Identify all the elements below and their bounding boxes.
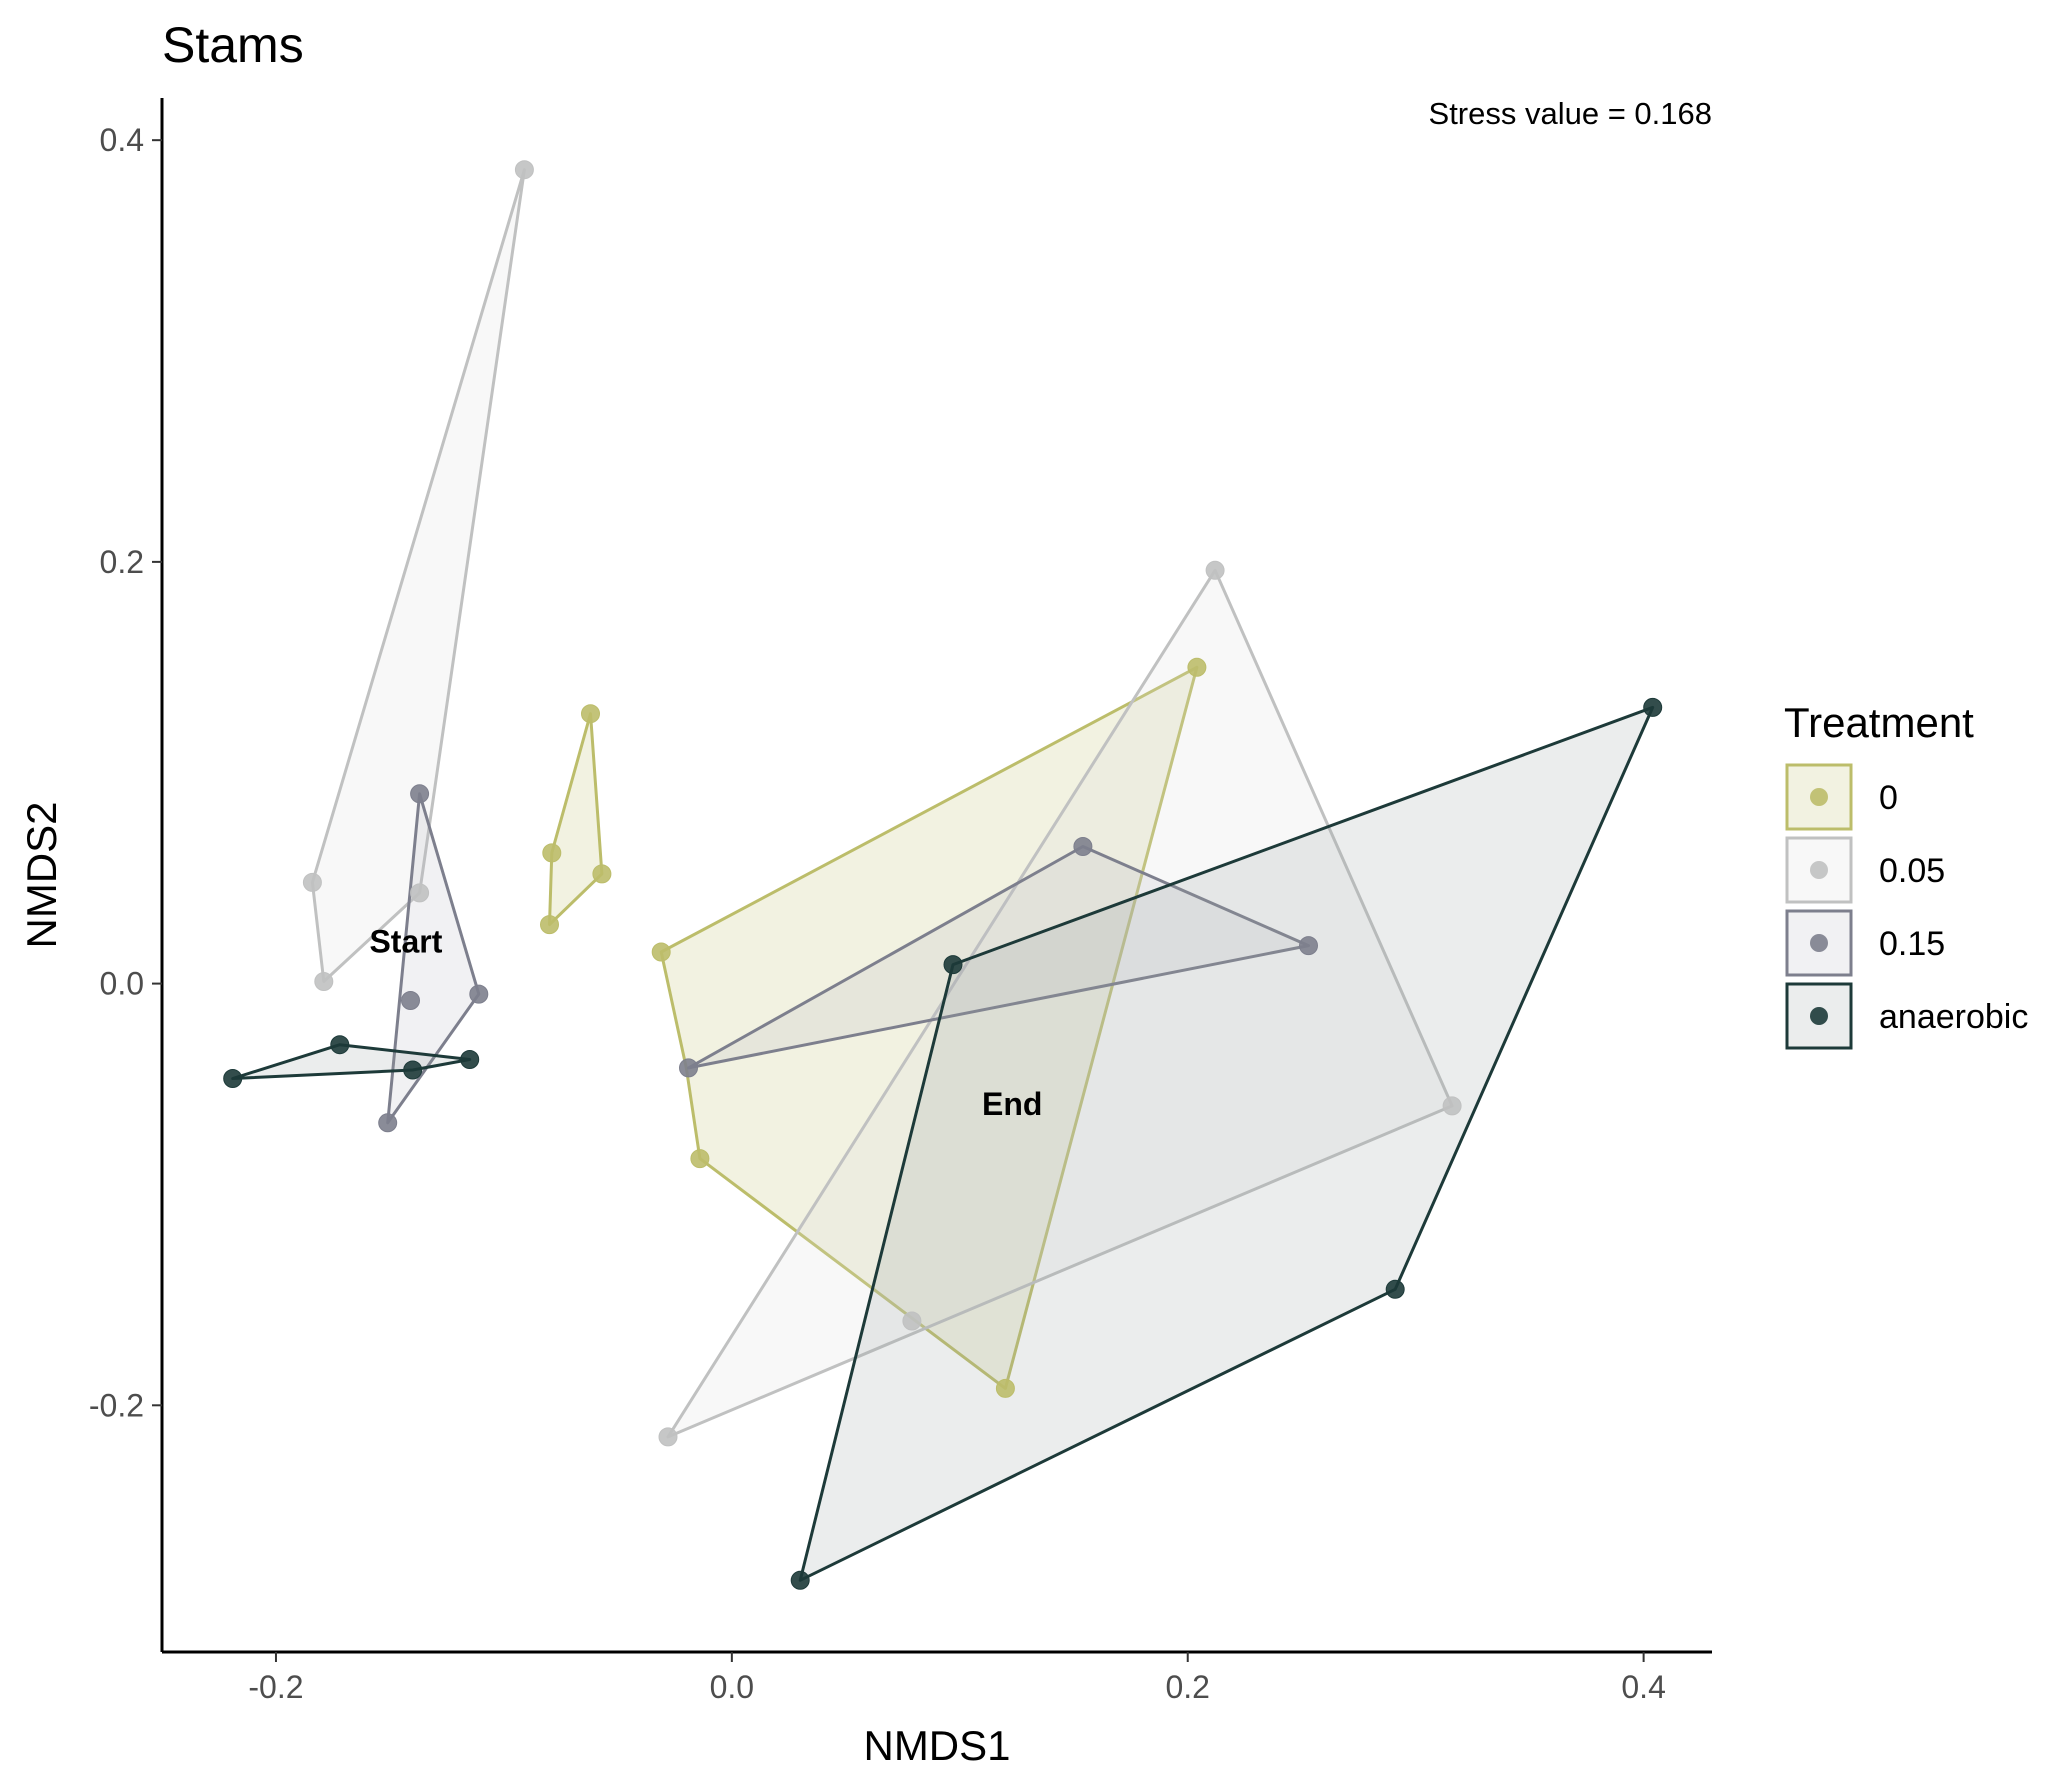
point-0-2 [592,864,612,884]
legend-key-point [1810,934,1828,952]
legend-title: Treatment [1784,699,1974,746]
hull-0-05-2 [666,568,1454,1439]
point-0-05-5 [1442,1096,1462,1116]
point-0-15-4 [1073,837,1093,856]
legend: Treatment 0 0.05 0.15 anaerobic [1784,699,2028,1050]
y-tick-label: 0.2 [100,544,144,580]
point-0-15-2 [401,991,420,1010]
legend-item-0-15: 0.15 [1785,909,1945,977]
y-tick-label: -0.2 [89,1387,144,1423]
hull-0-15-2 [687,845,1310,1070]
legend-key-point [1810,1007,1828,1025]
legend-item-0-05: 0.05 [1785,836,1945,904]
point-0-7 [995,1378,1015,1398]
point-anaerobic-1 [330,1035,350,1055]
y-axis-ticks: -0.2 0.0 0.2 0.4 [89,122,162,1423]
point-0-05-4 [1205,560,1225,580]
hull-layer [231,168,1655,1582]
legend-item-0: 0 [1785,763,1898,831]
legend-label: 0 [1879,779,1898,817]
point-0-1 [542,843,562,863]
point-anaerobic-3 [460,1050,480,1069]
point-0-05-3 [314,972,334,991]
legend-label: anaerobic [1879,998,2028,1036]
point-anaerobic-5 [1643,697,1663,717]
text-label-layer: Start End [369,923,1042,1121]
y-tick-label: 0.0 [100,966,144,1002]
x-tick-label: -0.2 [248,1669,303,1705]
x-tick-label: 0.2 [1165,1669,1209,1705]
point-0-3 [540,915,559,935]
legend-item-anaerobic: anaerobic [1785,982,2028,1050]
legend-items: 0 0.05 0.15 anaerobic [1785,763,2028,1050]
x-axis-label: NMDS1 [863,1722,1010,1769]
legend-label: 0.15 [1879,925,1945,963]
point-0-05-6 [902,1311,922,1331]
legend-label: 0.05 [1879,852,1945,890]
point-0-15-5 [1299,936,1318,956]
point-0-05-0 [514,160,534,180]
hull-0-15-1 [386,792,481,1125]
point-anaerobic-2 [403,1060,423,1080]
point-anaerobic-7 [790,1570,810,1590]
point-0-4 [651,942,671,962]
y-axis-label: NMDS2 [18,801,65,948]
hull-0-2 [659,665,1199,1390]
legend-key-point [1810,788,1828,806]
point-0-6 [690,1149,710,1169]
point-anaerobic-4 [943,955,963,975]
point-0-05-7 [658,1427,678,1447]
point-anaerobic-0 [223,1069,243,1088]
chart-title: Stams [162,17,304,73]
point-0-15-1 [469,984,489,1004]
x-tick-label: 0.4 [1621,1669,1665,1705]
text-label-start: Start [369,923,442,959]
point-0-5 [1187,657,1207,677]
legend-key-point [1810,861,1828,879]
x-tick-label: 0.0 [710,1669,754,1705]
point-0-15-6 [679,1058,698,1078]
point-0-05-1 [302,872,322,892]
point-0-15-0 [410,784,430,804]
point-0-0 [581,704,600,724]
y-tick-label: 0.4 [100,122,144,158]
stress-annotation: Stress value = 0.168 [1429,96,1712,131]
point-layer [223,160,1663,1590]
point-anaerobic-6 [1385,1279,1405,1299]
point-0-15-3 [378,1113,398,1133]
x-axis-ticks: -0.2 0.0 0.2 0.4 [248,1652,1666,1705]
point-0-05-2 [410,883,430,903]
text-label-end: End [982,1086,1042,1122]
